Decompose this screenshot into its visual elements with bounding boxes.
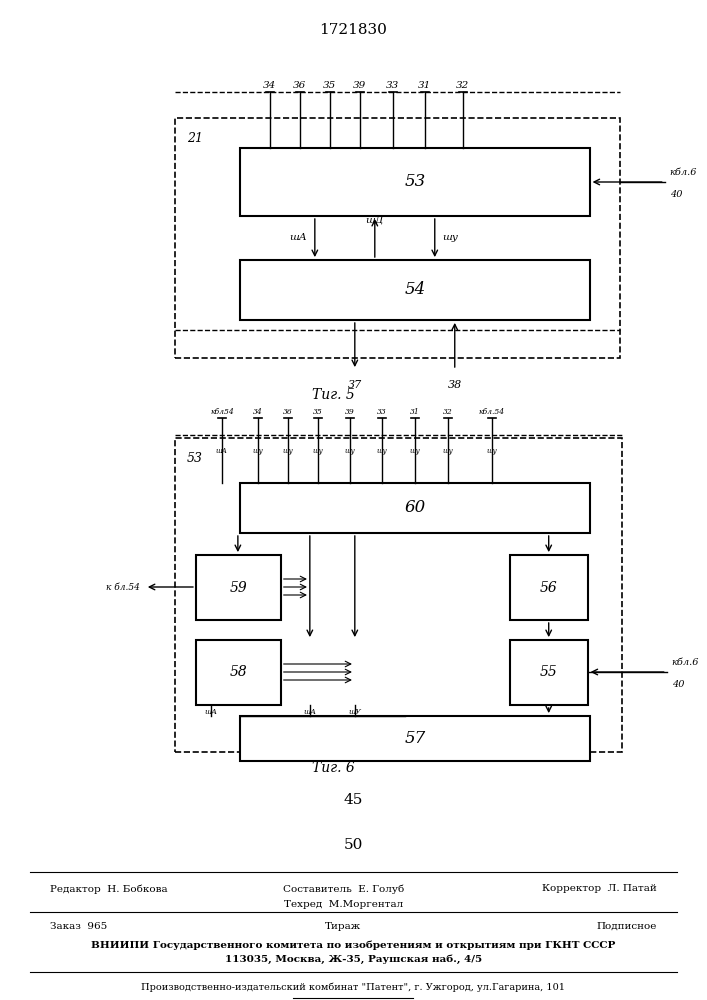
Text: шу: шу bbox=[377, 447, 387, 455]
Text: 54: 54 bbox=[404, 282, 426, 298]
Text: 53: 53 bbox=[404, 174, 426, 190]
Text: 21: 21 bbox=[187, 132, 203, 145]
Text: шУ: шУ bbox=[349, 708, 361, 716]
Text: 36: 36 bbox=[283, 408, 293, 416]
Text: Τиг. 5: Τиг. 5 bbox=[312, 388, 355, 402]
Bar bbox=[240, 260, 590, 320]
Bar bbox=[175, 118, 619, 358]
Text: 59: 59 bbox=[230, 580, 247, 594]
Text: 31: 31 bbox=[418, 82, 431, 91]
Text: шу: шу bbox=[312, 447, 323, 455]
Text: Тираж: Тираж bbox=[325, 922, 361, 931]
Text: шу: шу bbox=[486, 447, 497, 455]
Text: 50: 50 bbox=[344, 838, 363, 852]
Text: Редактор  Н. Бобкова: Редактор Н. Бобкова bbox=[50, 884, 168, 894]
Text: шА: шА bbox=[216, 447, 228, 455]
Text: 39: 39 bbox=[354, 82, 366, 91]
Text: 56: 56 bbox=[540, 580, 558, 594]
Text: 32: 32 bbox=[456, 82, 469, 91]
Text: 40: 40 bbox=[672, 680, 684, 689]
Text: 39: 39 bbox=[345, 408, 355, 416]
Text: 34: 34 bbox=[253, 408, 263, 416]
Bar bbox=[240, 148, 590, 216]
Text: 34: 34 bbox=[263, 82, 276, 91]
Bar bbox=[240, 483, 590, 533]
Bar bbox=[510, 640, 588, 705]
Text: Производственно-издательский комбинат "Патент", г. Ужгород, ул.Гагарина, 101: Производственно-издательский комбинат "П… bbox=[141, 982, 566, 992]
Text: 33: 33 bbox=[386, 82, 399, 91]
Text: шА: шА bbox=[204, 708, 217, 716]
Text: 40: 40 bbox=[670, 190, 682, 199]
Text: шу: шу bbox=[409, 447, 420, 455]
Text: Подписное: Подписное bbox=[596, 922, 657, 931]
Text: Τиг. 6: Τиг. 6 bbox=[312, 761, 355, 775]
Text: 113035, Москва, Ж-35, Раушская наб., 4/5: 113035, Москва, Ж-35, Раушская наб., 4/5 bbox=[225, 954, 482, 964]
Text: шА: шА bbox=[303, 708, 316, 716]
Text: 1721830: 1721830 bbox=[320, 23, 387, 37]
Text: 33: 33 bbox=[377, 408, 387, 416]
Text: 35: 35 bbox=[313, 408, 322, 416]
Bar bbox=[510, 555, 588, 620]
Text: 45: 45 bbox=[344, 793, 363, 807]
Text: 57: 57 bbox=[404, 730, 426, 747]
Bar bbox=[196, 640, 281, 705]
Text: Составитель  Е. Голуб: Составитель Е. Голуб bbox=[283, 884, 404, 894]
Text: кбл54: кбл54 bbox=[210, 408, 234, 416]
Text: 58: 58 bbox=[230, 666, 247, 680]
Text: Заказ  965: Заказ 965 bbox=[50, 922, 107, 931]
Text: к бл.54: к бл.54 bbox=[106, 582, 140, 591]
Text: шу: шу bbox=[443, 233, 459, 242]
Text: Техред  М.Моргентал: Техред М.Моргентал bbox=[284, 900, 403, 909]
Text: 31: 31 bbox=[410, 408, 420, 416]
Text: шу: шу bbox=[443, 447, 453, 455]
Text: кбл.6: кбл.6 bbox=[672, 658, 699, 667]
Bar bbox=[196, 555, 281, 620]
Text: 36: 36 bbox=[293, 82, 306, 91]
Text: шД: шД bbox=[366, 215, 384, 224]
Bar bbox=[240, 716, 590, 761]
Text: шу: шу bbox=[252, 447, 263, 455]
Text: шу: шу bbox=[344, 447, 355, 455]
Text: 55: 55 bbox=[540, 666, 558, 680]
Text: 38: 38 bbox=[448, 380, 462, 390]
Text: 37: 37 bbox=[348, 380, 362, 390]
Text: 32: 32 bbox=[443, 408, 452, 416]
Text: Корректор  Л. Патай: Корректор Л. Патай bbox=[542, 884, 657, 893]
Text: 60: 60 bbox=[404, 499, 426, 516]
Text: кбл.6: кбл.6 bbox=[670, 168, 697, 177]
Text: шА: шА bbox=[289, 233, 307, 242]
Text: кбл.54: кбл.54 bbox=[479, 408, 505, 416]
Text: ВНИИПИ Государственного комитета по изобретениям и открытиям при ГКНТ СССР: ВНИИПИ Государственного комитета по изоб… bbox=[91, 940, 616, 950]
Text: 53: 53 bbox=[187, 452, 203, 465]
Text: 35: 35 bbox=[323, 82, 337, 91]
Bar bbox=[175, 438, 621, 752]
Text: шу: шу bbox=[283, 447, 293, 455]
